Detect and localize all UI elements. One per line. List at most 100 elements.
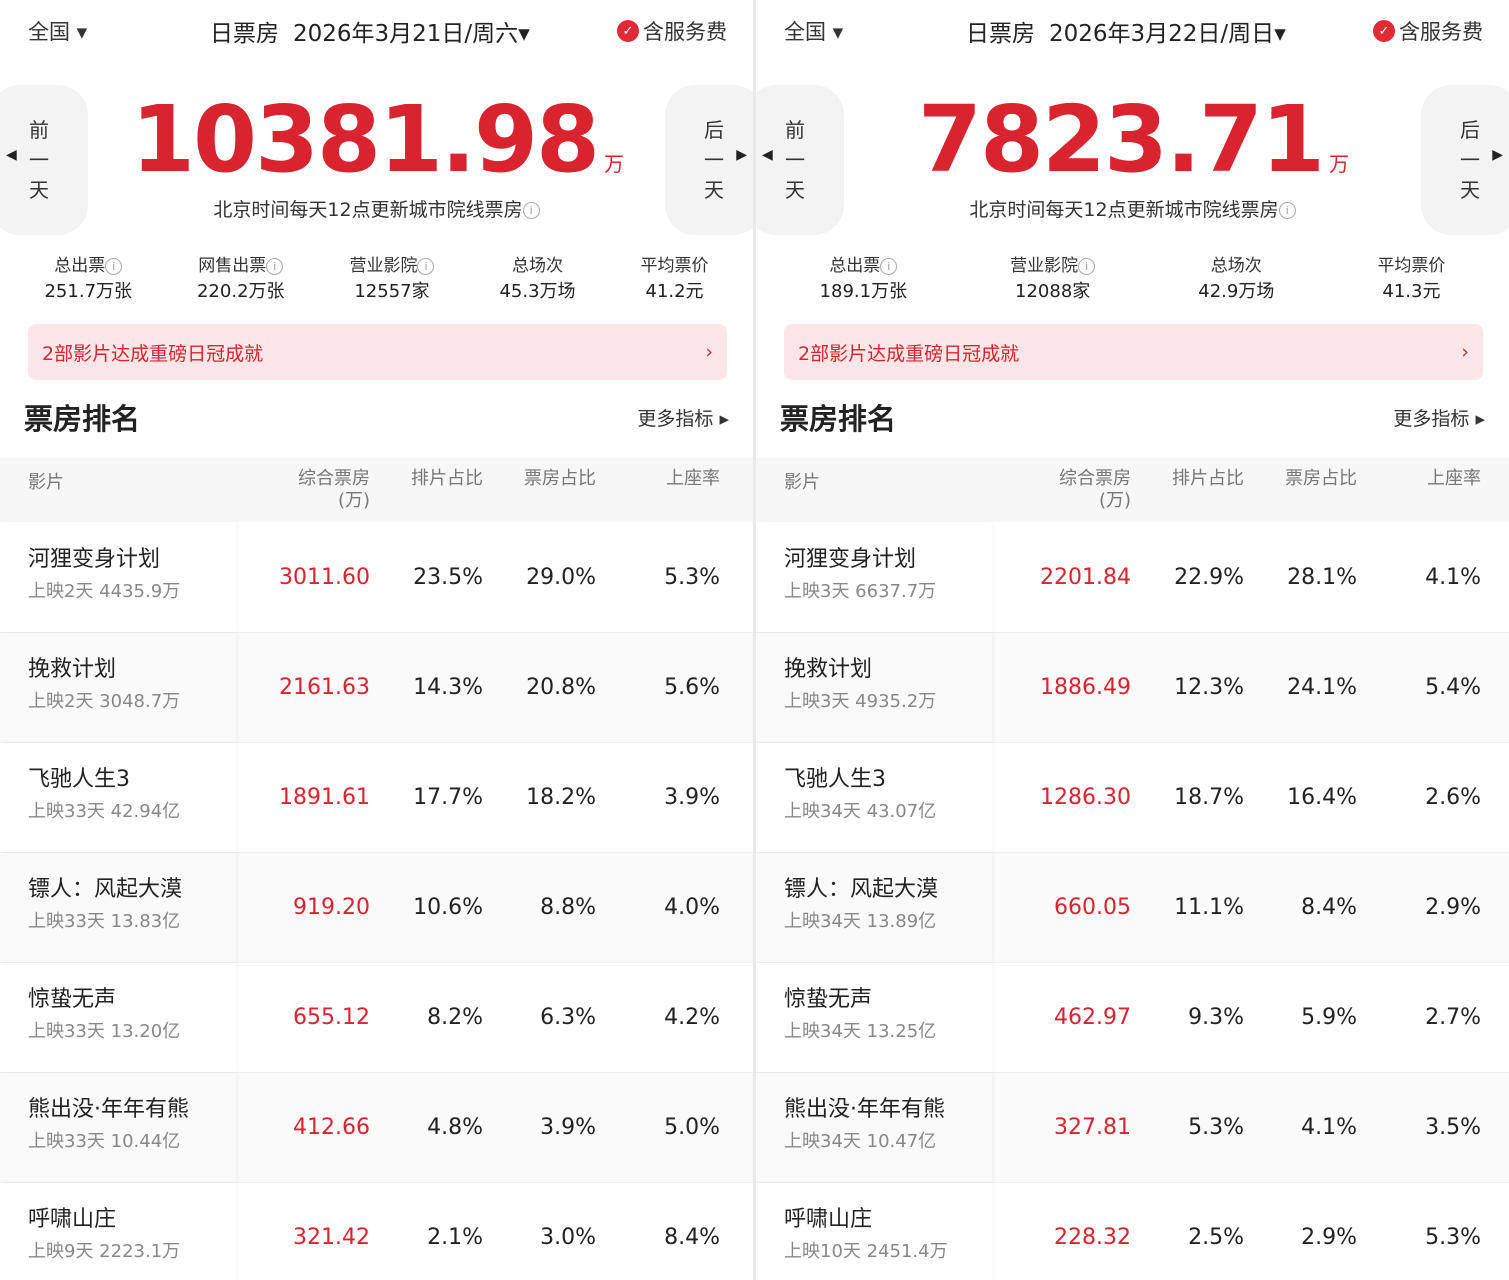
info-icon[interactable]: i <box>1078 257 1096 275</box>
prev-day-button[interactable]: 前一天 <box>0 85 88 235</box>
region-selector[interactable]: 全国 ▾ <box>28 16 87 46</box>
total-card: 前一天后一天 ◀ ▶ 7823.71 万北京时间每天12点更新城市院线票房 i <box>756 85 1509 235</box>
table-row[interactable]: 惊蛰无声 上映34天 13.25亿 462.97 9.3% 5.9% 2.7% <box>756 963 1509 1073</box>
table-row[interactable]: 河狸变身计划 上映3天 6637.7万 2201.84 22.9% 28.1% 4.1% <box>756 523 1509 633</box>
next-day-char: 一 <box>1460 148 1480 172</box>
stat-item: 总场次 42.9万场 <box>1198 253 1274 305</box>
date-selector[interactable]: 日票房 2026年3月22日/周日▾ <box>966 14 1286 48</box>
cell-bo: 660.05 <box>1054 895 1131 920</box>
table-row[interactable]: 飞驰人生3 上映33天 42.94亿 1891.61 17.7% 18.2% 3.9% <box>0 743 753 853</box>
table-row[interactable]: 呼啸山庄 上映10天 2451.4万 228.32 2.5% 2.9% 5.3% <box>756 1183 1509 1280</box>
ranking-title: 票房排名 <box>780 402 897 436</box>
caret-down-icon: ▾ <box>518 21 530 47</box>
column-header-label: 上座率 <box>666 468 720 489</box>
film-cell: 飞驰人生3 上映33天 42.94亿 <box>0 743 236 852</box>
column-header[interactable]: 排片占比 <box>411 458 483 522</box>
table-row[interactable]: 挽救计划 上映3天 4935.2万 1886.49 12.3% 24.1% 5.4% <box>756 633 1509 743</box>
film-meta: 上映33天 10.44亿 <box>28 1131 181 1152</box>
cell-shows: 18.7% <box>1174 785 1244 810</box>
cell-bo: 327.81 <box>1054 1115 1131 1140</box>
column-header[interactable]: 排片占比 <box>1172 458 1244 522</box>
column-header[interactable]: 票房占比 <box>524 458 596 522</box>
chevron-left-icon[interactable]: ◀ <box>762 147 773 163</box>
total-box-office: 7823.71 万 <box>756 85 1509 219</box>
cell-share: 2.9% <box>1301 1225 1357 1250</box>
banner-text: 2部影片达成重磅日冠成就 <box>42 342 264 365</box>
info-icon[interactable]: i <box>1278 202 1296 219</box>
date-label: 2026年3月22日/周日 <box>1049 21 1275 47</box>
cell-shows: 2.1% <box>427 1225 483 1250</box>
achievement-banner[interactable]: 2部影片达成重磅日冠成就 › <box>28 324 727 380</box>
ranking-title: 票房排名 <box>24 402 141 436</box>
cell-bo: 321.42 <box>293 1225 370 1250</box>
date-selector[interactable]: 日票房 2026年3月21日/周六▾ <box>210 14 530 48</box>
cell-shows: 4.8% <box>427 1115 483 1140</box>
cell-shows: 5.3% <box>1188 1115 1244 1140</box>
total-value: 10381.98 <box>130 86 600 193</box>
next-day-button[interactable]: 后一天 <box>665 85 753 235</box>
cell-share: 28.1% <box>1287 565 1357 590</box>
chevron-right-icon[interactable]: ▶ <box>1492 147 1503 163</box>
more-metrics-button[interactable]: 更多指标 ▸ <box>1393 404 1485 431</box>
cell-shows: 2.5% <box>1188 1225 1244 1250</box>
cell-occ: 4.2% <box>664 1005 720 1030</box>
table-row[interactable]: 熊出没·年年有熊 上映33天 10.44亿 412.66 4.8% 3.9% 5.0% <box>0 1073 753 1183</box>
info-icon[interactable]: i <box>880 257 898 275</box>
caret-down-icon: ▾ <box>1274 21 1286 47</box>
info-icon[interactable]: i <box>417 257 435 275</box>
chevron-left-icon[interactable]: ◀ <box>6 147 17 163</box>
caret-down-icon: ▾ <box>826 20 844 44</box>
chevron-right-icon[interactable]: ▶ <box>736 147 747 163</box>
stat-label: 网售出票 <box>198 256 267 276</box>
film-cell: 镖人：风起大漠 上映34天 13.89亿 <box>756 853 992 962</box>
table-row[interactable]: 熊出没·年年有熊 上映34天 10.47亿 327.81 5.3% 4.1% 3.5% <box>756 1073 1509 1183</box>
column-header-film[interactable]: 影片 <box>28 472 64 493</box>
stat-label-row: 网售出票 i <box>197 253 285 279</box>
region-selector[interactable]: 全国 ▾ <box>784 16 843 46</box>
column-header-label: 上座率 <box>1427 468 1481 489</box>
info-icon[interactable]: i <box>105 257 123 275</box>
cell-share: 5.9% <box>1301 1005 1357 1030</box>
cell-occ: 8.4% <box>664 1225 720 1250</box>
table-row[interactable]: 镖人：风起大漠 上映33天 13.83亿 919.20 10.6% 8.8% 4.0% <box>0 853 753 963</box>
column-header[interactable]: 上座率 <box>1427 458 1481 522</box>
total-unit: 万 <box>604 152 624 176</box>
next-day-button[interactable]: 后一天 <box>1421 85 1509 235</box>
info-icon[interactable]: i <box>266 257 284 275</box>
cell-share: 8.4% <box>1301 895 1357 920</box>
column-header[interactable]: 综合票房 (万) <box>298 458 370 522</box>
film-name: 惊蛰无声 <box>28 987 117 1012</box>
table-row[interactable]: 飞驰人生3 上映34天 43.07亿 1286.30 18.7% 16.4% 2.6% <box>756 743 1509 853</box>
table-row[interactable]: 呼啸山庄 上映9天 2223.1万 321.42 2.1% 3.0% 8.4% <box>0 1183 753 1280</box>
prev-day-button[interactable]: 前一天 <box>756 85 844 235</box>
more-metrics-button[interactable]: 更多指标 ▸ <box>637 404 729 431</box>
column-header[interactable]: 票房占比 <box>1285 458 1357 522</box>
info-icon[interactable]: i <box>522 202 540 219</box>
cell-occ: 5.6% <box>664 675 720 700</box>
column-header[interactable]: 上座率 <box>666 458 720 522</box>
prev-day-char: 前 <box>785 118 805 142</box>
film-cell: 熊出没·年年有熊 上映33天 10.44亿 <box>0 1073 236 1182</box>
table-row[interactable]: 河狸变身计划 上映2天 4435.9万 3011.60 23.5% 29.0% 5.3% <box>0 523 753 633</box>
service-fee-toggle[interactable]: ✓ 含服务费 <box>1373 16 1483 46</box>
table-row[interactable]: 挽救计划 上映2天 3048.7万 2161.63 14.3% 20.8% 5.6% <box>0 633 753 743</box>
service-fee-toggle[interactable]: ✓ 含服务费 <box>617 16 727 46</box>
film-cell: 飞驰人生3 上映34天 43.07亿 <box>756 743 992 852</box>
cell-share: 18.2% <box>526 785 596 810</box>
achievement-banner[interactable]: 2部影片达成重磅日冠成就 › <box>784 324 1483 380</box>
film-name: 河狸变身计划 <box>28 547 161 572</box>
table-row[interactable]: 镖人：风起大漠 上映34天 13.89亿 660.05 11.1% 8.4% 2.9% <box>756 853 1509 963</box>
stat-label: 总出票 <box>54 256 106 276</box>
column-header-film[interactable]: 影片 <box>784 472 820 493</box>
stat-value: 189.1万张 <box>819 281 908 302</box>
column-header[interactable]: 综合票房 (万) <box>1059 458 1131 522</box>
stat-label-row: 总场次 <box>499 253 575 279</box>
cell-bo: 919.20 <box>293 895 370 920</box>
table-row[interactable]: 惊蛰无声 上映33天 13.20亿 655.12 8.2% 6.3% 4.2% <box>0 963 753 1073</box>
cell-bo: 1286.30 <box>1040 785 1131 810</box>
stat-value: 12557家 <box>354 281 430 302</box>
stat-value: 45.3万场 <box>499 281 576 302</box>
cell-share: 29.0% <box>526 565 596 590</box>
stat-value: 41.2元 <box>645 281 704 302</box>
